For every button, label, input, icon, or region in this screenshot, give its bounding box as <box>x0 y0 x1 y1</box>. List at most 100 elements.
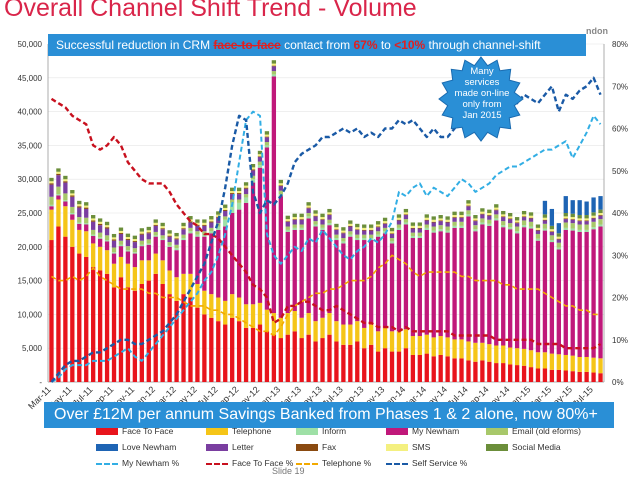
bar-inform <box>598 224 603 227</box>
banner-top-highlight-face-to-face: face-to-face <box>213 38 281 52</box>
bar-fax <box>236 193 242 195</box>
bar-letter <box>521 217 527 221</box>
bar-fax <box>577 220 582 222</box>
bar-face-to-face <box>125 287 131 382</box>
bar-sms <box>70 193 75 196</box>
bar-fax <box>528 217 534 219</box>
bar-fax <box>167 235 172 237</box>
bar-face-to-face <box>271 334 277 382</box>
left-tick-label: 20,000 <box>18 243 43 252</box>
bar-face-to-face <box>348 344 353 382</box>
bar-social-media <box>480 208 485 212</box>
bar-face-to-face <box>223 324 228 382</box>
bar-face-to-face <box>167 294 172 382</box>
bar-fax <box>452 217 457 218</box>
bar-letter <box>466 206 471 211</box>
bar-my-newham <box>257 167 263 303</box>
bar-fax <box>417 227 422 229</box>
bar-letter <box>452 217 457 222</box>
bar-face-to-face <box>417 354 422 382</box>
bar-inform <box>91 234 96 236</box>
bar-my-newham <box>56 195 61 200</box>
bar-sms <box>508 216 513 219</box>
bar-face-to-face <box>382 348 388 382</box>
bar-fax <box>341 232 346 234</box>
bar-sms <box>306 205 311 208</box>
right-tick-label: 50% <box>612 167 628 176</box>
bar-my-newham <box>84 224 89 232</box>
legend-item: Inform <box>296 426 346 436</box>
legend-swatch <box>96 444 118 452</box>
bar-email <box>528 221 534 227</box>
bar-letter <box>327 215 332 220</box>
bar-inform <box>118 244 124 247</box>
bar-sms <box>424 217 429 220</box>
bar-telephone <box>306 313 311 335</box>
bar-telephone <box>528 350 534 368</box>
bar-fax <box>84 207 89 209</box>
bar-inform <box>264 145 270 148</box>
banner-top-highlight-10: <10% <box>394 38 426 52</box>
bar-sms <box>473 218 478 221</box>
bar-inform <box>473 229 478 232</box>
bar-face-to-face <box>285 334 290 382</box>
bar-face-to-face <box>549 369 555 382</box>
bar-face-to-face <box>438 354 443 382</box>
bar-fax <box>271 65 277 67</box>
bar-telephone <box>84 231 89 257</box>
bar-love-newham <box>549 208 555 226</box>
bar-my-newham <box>563 229 568 355</box>
bar-face-to-face <box>542 368 548 382</box>
bar-fax <box>257 156 263 157</box>
bar-email <box>542 223 548 229</box>
bar-love-newham <box>598 196 603 210</box>
legend-swatch <box>386 428 408 436</box>
bar-face-to-face <box>473 361 478 382</box>
left-tick-label: 10,000 <box>18 310 43 319</box>
bar-letter <box>236 194 242 200</box>
bar-sms <box>417 225 422 228</box>
bar-inform <box>216 226 221 230</box>
bar-love-newham <box>570 200 575 214</box>
bar-email <box>70 206 75 213</box>
bar-my-newham <box>341 243 346 325</box>
bar-my-newham <box>320 229 325 318</box>
bar-telephone <box>452 339 457 359</box>
bar-telephone <box>341 324 346 345</box>
bar-my-newham <box>97 238 103 247</box>
bar-fax <box>355 229 360 230</box>
bar-my-newham <box>195 236 200 284</box>
legend-item: Love Newham <box>96 442 176 452</box>
bar-sms <box>438 218 443 221</box>
bar-telephone <box>549 353 555 370</box>
bar-inform <box>236 202 242 210</box>
bar-telephone <box>209 294 214 318</box>
bar-email <box>160 235 165 239</box>
bar-letter <box>501 217 506 222</box>
bar-fax <box>264 136 270 138</box>
bar-telephone <box>556 354 561 370</box>
bar-letter <box>132 242 138 249</box>
bar-fax <box>591 217 596 219</box>
bar-social-media <box>292 213 297 218</box>
bar-telephone <box>417 336 422 355</box>
bar-sms <box>362 227 367 230</box>
bar-my-newham <box>49 206 54 210</box>
bar-sms <box>174 236 179 239</box>
legend-label: Love Newham <box>122 442 177 452</box>
bar-my-newham <box>403 224 409 330</box>
bar-letter <box>542 220 548 224</box>
bar-email <box>257 161 263 165</box>
bar-letter <box>111 240 117 248</box>
bar-inform <box>160 238 165 241</box>
bar-letter <box>348 226 353 232</box>
bar-letter <box>341 233 346 239</box>
bar-face-to-face <box>369 344 374 382</box>
bar-my-newham <box>466 216 471 342</box>
bar-face-to-face <box>230 317 235 382</box>
bar-face-to-face <box>528 367 534 382</box>
bar-inform <box>403 222 409 225</box>
bar-letter <box>570 219 575 224</box>
bar-inform <box>125 250 131 252</box>
bar-fax <box>570 219 575 220</box>
